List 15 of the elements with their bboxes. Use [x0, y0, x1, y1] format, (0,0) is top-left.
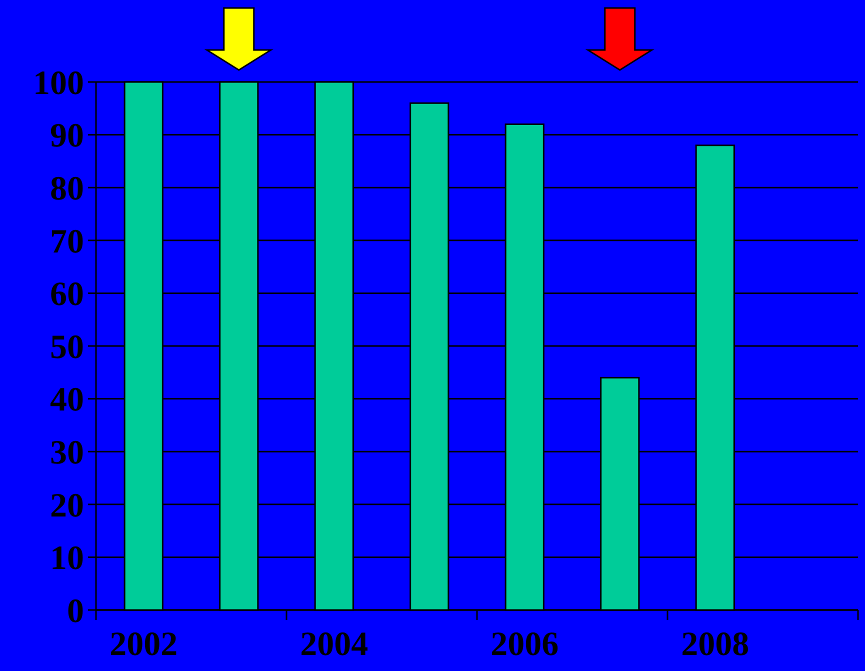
y-tick-label: 30	[50, 434, 84, 472]
y-tick-label: 20	[50, 487, 84, 524]
y-tick-label: 80	[50, 170, 84, 208]
y-tick-label: 90	[50, 118, 84, 155]
y-tick-label: 70	[50, 223, 84, 260]
y-tick-label: 0	[67, 592, 84, 630]
x-tick-label: 2006	[490, 626, 559, 663]
x-tick-label: 2008	[681, 626, 750, 663]
y-tick-label: 50	[50, 328, 84, 366]
y-tick-label: 40	[50, 382, 84, 419]
y-tick-label: 60	[50, 276, 84, 314]
y-tick-label: 100	[33, 64, 84, 102]
x-tick-label: 2002	[110, 626, 178, 663]
y-tick-label: 10	[50, 540, 84, 578]
x-tick-label: 2004	[300, 626, 368, 663]
